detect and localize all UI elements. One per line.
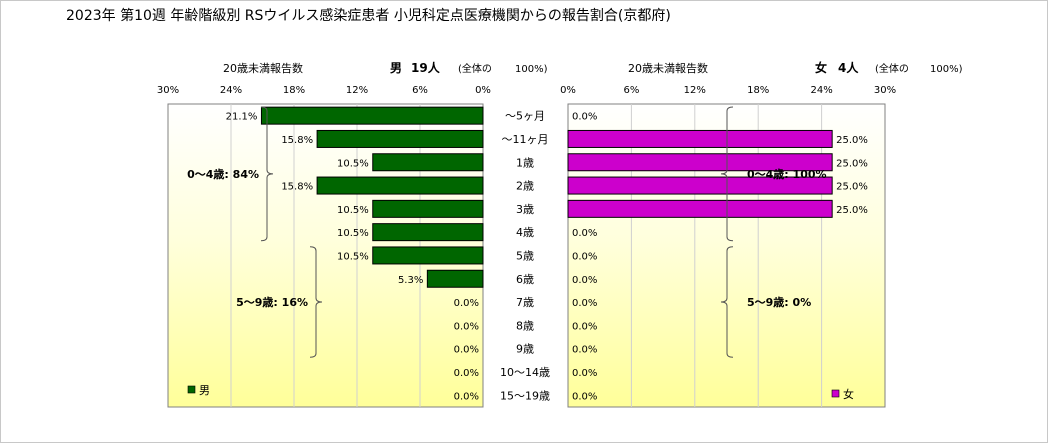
right-header-total: (全体の — [875, 62, 909, 75]
right-tick-label: 18% — [747, 85, 769, 96]
category-label: 8歳 — [516, 319, 534, 332]
female-value-label: 25.0% — [836, 205, 868, 216]
female-value-label: 25.0% — [836, 182, 868, 193]
male-group-label: 5〜9歳: 16% — [236, 295, 308, 309]
female-value-label: 25.0% — [836, 135, 868, 146]
left-tick-label: 24% — [220, 85, 242, 96]
age-group-annotations: 0〜4歳: 84% 5〜9歳: 16% 0〜4歳: 100% 5〜9歳: 0% — [187, 106, 827, 358]
category-label: 〜11ヶ月 — [502, 133, 549, 146]
left-tick-label: 12% — [346, 85, 368, 96]
category-label: 2歳 — [516, 180, 534, 193]
female-bar — [567, 129, 833, 148]
female-group-label: 0〜4歳: 100% — [747, 167, 827, 181]
category-label: 7歳 — [516, 296, 534, 309]
female-value-label: 0.0% — [572, 298, 597, 309]
female-bar — [567, 199, 833, 218]
male-value-label: 21.1% — [226, 112, 258, 123]
category-label: 10〜14歳 — [500, 366, 550, 379]
group-brace — [260, 106, 274, 242]
male-bar — [372, 246, 484, 265]
left-tick-label: 30% — [157, 85, 179, 96]
category-label: 4歳 — [516, 226, 534, 239]
group-brace — [309, 246, 323, 358]
female-value-label: 0.0% — [572, 112, 597, 123]
left-tick-label: 18% — [283, 85, 305, 96]
left-tick-label: 6% — [412, 85, 428, 96]
category-label: 〜5ヶ月 — [505, 110, 545, 123]
male-bar — [260, 106, 484, 125]
male-bar — [316, 176, 484, 195]
male-bar — [372, 223, 484, 242]
female-value-label: 0.0% — [572, 368, 597, 379]
category-label: 6歳 — [516, 273, 534, 286]
male-value-label: 0.0% — [454, 345, 479, 356]
female-value-label: 0.0% — [572, 391, 597, 402]
left-axis-ticks: 30% 24% 18% 12% 6% 0% — [157, 85, 491, 96]
female-bars — [567, 129, 833, 218]
male-value-label: 0.0% — [454, 391, 479, 402]
female-value-labels: 0.0% 25.0% 25.0% 25.0% 25.0% 0.0% 0.0% 0.0% 0.0%… — [572, 112, 868, 403]
female-value-label: 0.0% — [572, 345, 597, 356]
female-value-label: 0.0% — [572, 251, 597, 262]
female-value-label: 25.0% — [836, 158, 868, 169]
left-header-sub: 20歳未満報告数 — [223, 62, 303, 75]
right-header-total-pct: 100%) — [930, 64, 963, 75]
male-bars — [260, 106, 484, 288]
male-value-label: 10.5% — [337, 158, 369, 169]
legend-male-swatch — [187, 385, 196, 394]
right-tick-label: 0% — [560, 85, 576, 96]
female-group-label: 5〜9歳: 0% — [747, 295, 811, 309]
male-value-label: 0.0% — [454, 298, 479, 309]
left-tick-label: 0% — [475, 85, 491, 96]
left-header-count: 19人 — [411, 60, 441, 75]
female-value-label: 0.0% — [572, 228, 597, 239]
category-label: 15〜19歳 — [500, 389, 550, 402]
male-bar — [426, 269, 484, 288]
right-tick-label: 12% — [684, 85, 706, 96]
legend-female-swatch — [831, 389, 840, 398]
male-value-label: 5.3% — [398, 275, 423, 286]
female-bar — [567, 153, 833, 172]
male-bar — [372, 199, 484, 218]
female-bar — [567, 176, 833, 195]
male-value-label: 0.0% — [454, 368, 479, 379]
right-header-sub: 20歳未満報告数 — [628, 62, 708, 75]
right-axis-ticks: 0% 6% 12% 18% 24% 30% — [560, 85, 896, 96]
male-value-label: 15.8% — [281, 182, 313, 193]
right-tick-label: 30% — [874, 85, 896, 96]
left-header-total: (全体の — [458, 62, 492, 75]
legend-male-label: 男 — [199, 384, 210, 397]
chart-title: 2023年 第10週 年齢階級別 RSウイルス感染症患者 小児科定点医療機関から… — [66, 7, 671, 24]
male-group-label: 0〜4歳: 84% — [187, 167, 259, 181]
group-brace — [720, 106, 734, 242]
category-label: 5歳 — [516, 249, 534, 262]
male-value-label: 10.5% — [337, 228, 369, 239]
left-header-total-pct: 100%) — [515, 64, 548, 75]
right-tick-label: 6% — [623, 85, 639, 96]
legend-female-label: 女 — [843, 387, 854, 401]
left-header-name: 男 — [390, 61, 402, 75]
male-bar — [316, 129, 484, 148]
male-value-label: 10.5% — [337, 251, 369, 262]
female-value-label: 0.0% — [572, 321, 597, 332]
female-value-label: 0.0% — [572, 275, 597, 286]
male-value-labels: 21.1% 15.8% 10.5% 15.8% 10.5% 10.5% 10.5% 5.3% 0… — [226, 112, 479, 403]
male-value-label: 15.8% — [281, 135, 313, 146]
right-header-count: 4人 — [838, 60, 859, 75]
category-label: 9歳 — [516, 343, 534, 356]
group-brace — [720, 246, 734, 358]
age-category-labels: 〜5ヶ月〜11ヶ月 1歳 2歳 3歳 4歳 5歳 6歳 7歳 8歳 9歳 10〜14歳 15〜19歳 — [500, 110, 550, 403]
right-tick-label: 24% — [810, 85, 832, 96]
male-value-label: 0.0% — [454, 321, 479, 332]
category-label: 3歳 — [516, 203, 534, 216]
category-label: 1歳 — [516, 156, 534, 169]
male-value-label: 10.5% — [337, 205, 369, 216]
male-bar — [372, 153, 484, 172]
right-header-name: 女 — [815, 60, 827, 75]
